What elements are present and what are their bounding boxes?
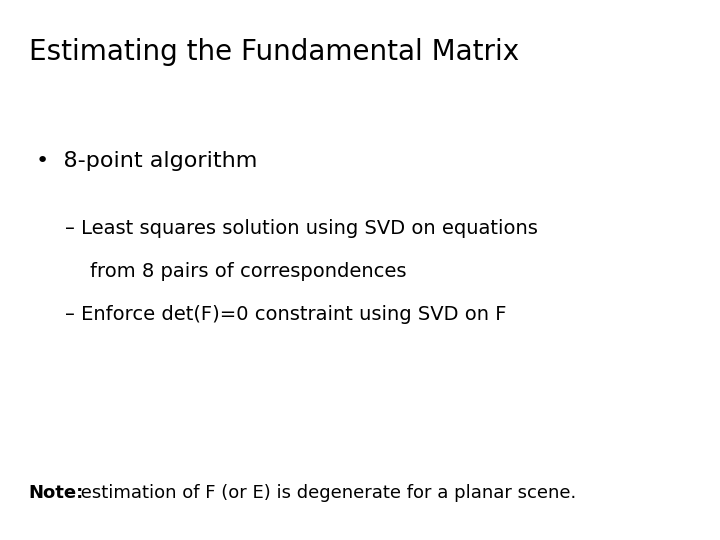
Text: •  8-point algorithm: • 8-point algorithm	[36, 151, 257, 171]
Text: Estimating the Fundamental Matrix: Estimating the Fundamental Matrix	[29, 38, 519, 66]
Text: – Enforce det(F)=0 constraint using SVD on F: – Enforce det(F)=0 constraint using SVD …	[65, 305, 506, 324]
Text: estimation of F (or E) is degenerate for a planar scene.: estimation of F (or E) is degenerate for…	[75, 484, 576, 502]
Text: from 8 pairs of correspondences: from 8 pairs of correspondences	[65, 262, 406, 281]
Text: – Least squares solution using SVD on equations: – Least squares solution using SVD on eq…	[65, 219, 538, 238]
Text: Note:: Note:	[29, 484, 84, 502]
